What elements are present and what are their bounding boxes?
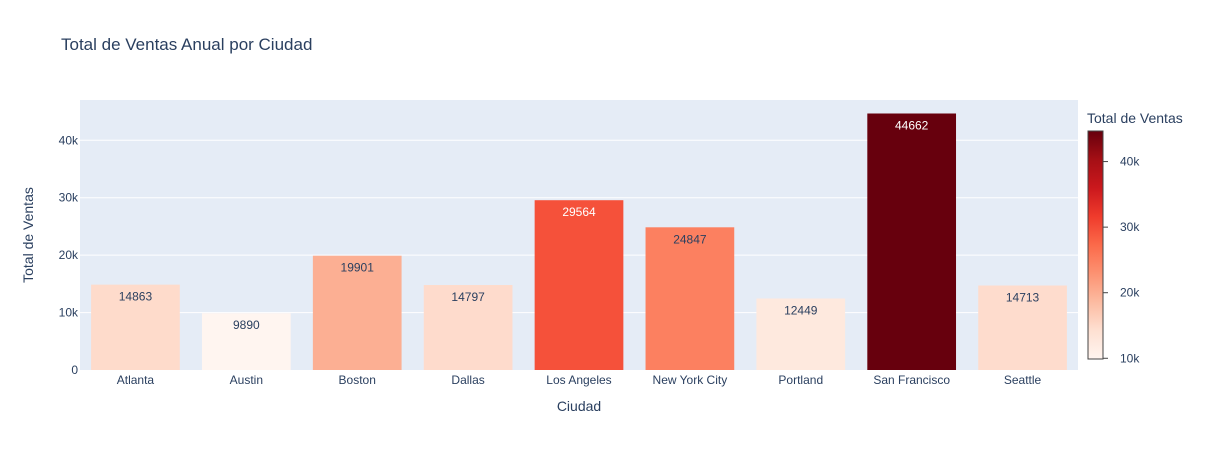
chart-title: Total de Ventas Anual por Ciudad	[61, 35, 312, 54]
bar-value-label: 29564	[562, 205, 596, 219]
colorbar-tick-label: 30k	[1120, 220, 1140, 234]
x-tick-label: Los Angeles	[546, 373, 611, 387]
bar-value-label: 24847	[673, 232, 707, 246]
x-tick-label: San Francisco	[873, 373, 950, 387]
bar	[978, 285, 1067, 370]
y-tick-label: 40k	[59, 133, 79, 147]
x-tick-label: Portland	[778, 373, 823, 387]
x-tick-label: Austin	[230, 373, 263, 387]
y-tick-label: 30k	[59, 191, 79, 205]
bars	[91, 113, 1067, 370]
colorbar-title: Total de Ventas	[1087, 110, 1183, 126]
bar-value-label: 19901	[341, 261, 375, 275]
x-tick-label: New York City	[653, 373, 728, 387]
bar-labels: 14863 9890 19901 14797 29564 24847 12449 44662 1…	[119, 118, 1040, 332]
bar	[645, 227, 735, 370]
x-axis-ticks: Atlanta Austin Boston Dallas Los Angeles New …	[117, 373, 1042, 387]
bar-value-label: 12449	[784, 304, 818, 318]
colorbar-tick-label: 10k	[1120, 351, 1140, 365]
colorbar-ticks: 10k 20k 30k 40k	[1103, 155, 1140, 365]
bar	[91, 284, 180, 370]
x-axis-title: Ciudad	[557, 398, 601, 414]
bar-value-label: 44662	[895, 118, 929, 132]
y-tick-label: 0	[71, 363, 78, 377]
bar-value-label: 14713	[1006, 291, 1040, 305]
y-tick-label: 10k	[59, 306, 79, 320]
bar-value-label: 14863	[119, 290, 153, 304]
bar	[201, 313, 291, 370]
x-tick-label: Boston	[339, 373, 376, 387]
colorbar	[1087, 130, 1104, 360]
bar-value-label: 14797	[451, 290, 485, 304]
bar	[534, 200, 624, 370]
colorbar-tick-label: 40k	[1120, 155, 1140, 169]
bar	[756, 298, 846, 370]
bar	[867, 113, 957, 370]
x-tick-label: Dallas	[451, 373, 484, 387]
y-axis-ticks: 0 10k 20k 30k 40k	[59, 133, 79, 377]
x-tick-label: Atlanta	[117, 373, 155, 387]
bar	[312, 255, 402, 370]
bar	[423, 285, 513, 370]
y-axis-title: Total de Ventas	[20, 187, 36, 283]
bar-value-label: 9890	[233, 318, 260, 332]
colorbar-tick-label: 20k	[1120, 286, 1140, 300]
y-tick-label: 20k	[59, 248, 79, 262]
x-tick-label: Seattle	[1004, 373, 1042, 387]
